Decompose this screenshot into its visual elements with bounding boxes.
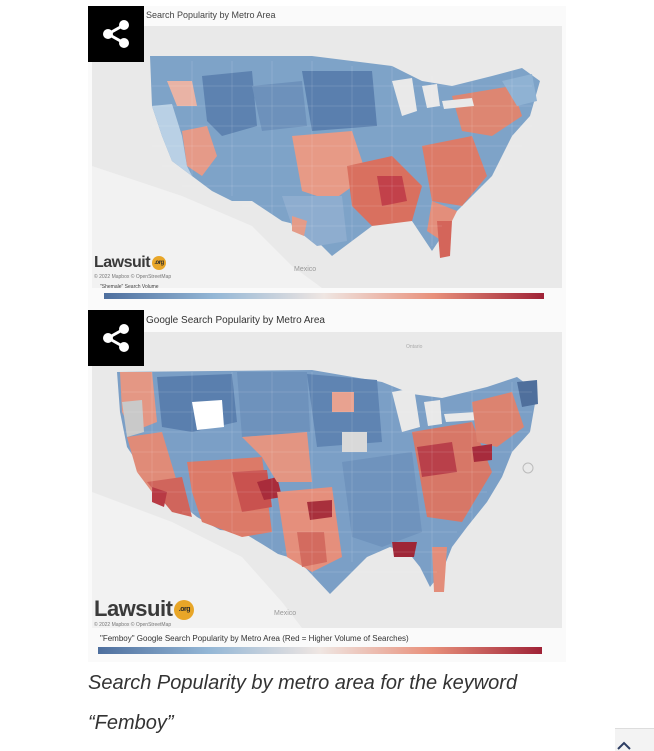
- corner-widget[interactable]: [615, 728, 654, 751]
- us-metro-map[interactable]: [92, 332, 562, 628]
- logo-text: Lawsuit: [94, 596, 173, 621]
- logo-badge: .org: [152, 255, 167, 270]
- ontario-label: Ontario: [406, 344, 423, 350]
- mexico-label: Mexico: [294, 266, 317, 273]
- map-figure-femboy: Google Search Popularity by Metro Area: [88, 310, 566, 662]
- map-title: Search Popularity by Metro Area: [146, 10, 276, 20]
- lawsuit-logo: Lawsuit .org: [94, 596, 195, 622]
- share-icon: [103, 20, 129, 48]
- figure-caption-line-1: Search Popularity by metro area for the …: [88, 672, 518, 694]
- logo-text: Lawsuit: [94, 254, 151, 271]
- share-button[interactable]: [88, 6, 144, 62]
- map-title: Google Search Popularity by Metro Area: [146, 315, 325, 326]
- logo-badge: .org: [174, 600, 195, 621]
- figure-caption-line-2: “Femboy”: [88, 712, 174, 734]
- share-icon: [103, 324, 129, 352]
- map-svg: [92, 26, 562, 288]
- map-svg: [92, 332, 562, 628]
- map-credit[interactable]: © 2022 Mapbox © OpenStreetMap: [94, 274, 172, 280]
- map-marker-circle: [522, 462, 534, 474]
- legend-color-scale: [104, 293, 544, 299]
- map-figure-shemale: Search Popularity by Metro Area: [88, 6, 566, 310]
- chevron-icon: [617, 741, 631, 750]
- legend-color-scale: [98, 647, 542, 654]
- share-button[interactable]: [88, 310, 144, 366]
- mexico-label: Mexico: [274, 610, 297, 617]
- legend-label: "Femboy" Google Search Popularity by Met…: [100, 634, 409, 643]
- lawsuit-logo: Lawsuit .org: [94, 254, 167, 272]
- us-metro-map[interactable]: [92, 26, 562, 288]
- map-credit[interactable]: © 2022 Mapbox © OpenStreetMap: [94, 622, 172, 628]
- legend-label: "Shemale" Search Volume: [100, 284, 159, 290]
